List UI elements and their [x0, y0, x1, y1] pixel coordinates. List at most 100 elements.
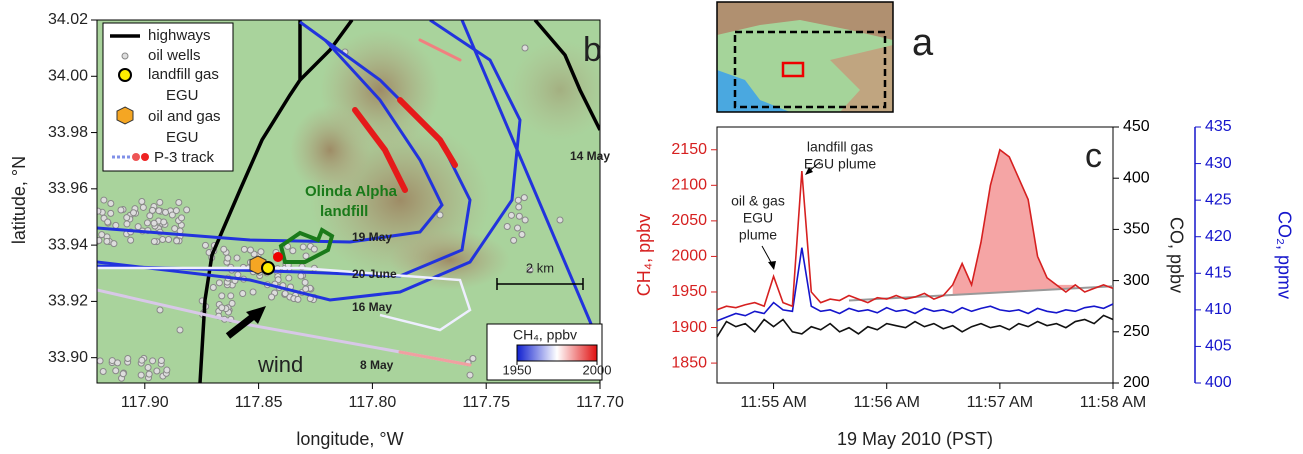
oil-well	[229, 300, 235, 306]
scale-label: 2 km	[526, 260, 554, 275]
legend-label: EGU	[166, 129, 199, 146]
legend-label: landfill gas	[148, 66, 219, 83]
oil-well	[504, 223, 510, 229]
track-label: 16 May	[352, 300, 392, 314]
oil-well	[151, 238, 157, 244]
y-tick-label: 33.90	[48, 349, 88, 366]
oil-well	[113, 368, 119, 374]
colorbar-title: CH₄, ppbv	[513, 327, 577, 343]
oil-well	[221, 246, 227, 252]
site-label: Olinda Alpha	[305, 183, 398, 200]
oil-well	[156, 208, 162, 214]
oil-well	[108, 210, 114, 216]
site-label: landfill	[320, 203, 368, 220]
oil-well	[115, 360, 121, 366]
oil-well	[97, 358, 103, 364]
legend-symbol	[132, 153, 140, 161]
oil-well	[300, 244, 306, 250]
legend-label: P-3 track	[154, 149, 215, 166]
oil-well	[516, 213, 522, 219]
oil-well	[101, 197, 107, 203]
landfill-gas-egu	[262, 262, 274, 274]
legend-symbol	[122, 53, 128, 59]
x-tick-label: 11:57 AM	[967, 394, 1033, 411]
oil-well	[95, 208, 101, 214]
oil-well	[511, 237, 517, 243]
oil-well	[302, 279, 308, 285]
oil-well	[303, 253, 309, 259]
oil-well	[286, 275, 292, 281]
oil-well	[164, 367, 170, 373]
oil-well	[108, 201, 114, 207]
inset-map: a	[717, 2, 934, 112]
track-label: 20 June	[352, 267, 397, 281]
oil-well	[158, 358, 164, 364]
legend-symbol	[119, 69, 131, 81]
oil-well	[516, 204, 522, 210]
oil-well	[177, 327, 183, 333]
legend-label: highways	[148, 27, 211, 44]
oil-well	[519, 232, 525, 238]
y2-tick-label: 200	[1123, 374, 1150, 391]
oil-well	[174, 238, 180, 244]
panel-label: c	[1085, 137, 1102, 175]
y3-tick-label: 425	[1205, 191, 1232, 208]
page: body { margin: 0; font-family: "Liberati…	[0, 0, 1303, 454]
oil-well	[160, 237, 166, 243]
oil-well	[515, 225, 521, 231]
annotation: oil & gas	[731, 193, 785, 209]
oil-well	[150, 358, 156, 364]
oil-well	[298, 273, 304, 279]
oil-well	[124, 221, 130, 227]
oil-well	[172, 226, 178, 232]
y-tick-label: 2000	[671, 248, 707, 265]
x-tick-label: 11:56 AM	[854, 394, 920, 411]
oil-well	[111, 241, 117, 247]
oil-well	[176, 199, 182, 205]
x-tick-label: 117.70	[576, 394, 624, 411]
colorbar-tick-label: 1950	[503, 362, 532, 377]
oil-well	[113, 222, 119, 228]
oil-well	[311, 246, 317, 252]
oil-well	[470, 356, 476, 362]
oil-well	[437, 212, 443, 218]
oil-well	[225, 255, 231, 261]
oil-well	[179, 215, 185, 221]
panel-label: b	[583, 31, 602, 69]
x-tick-label: 117.90	[121, 394, 169, 411]
legend-label: EGU	[166, 87, 199, 104]
oil-well	[157, 199, 163, 205]
oil-well	[125, 355, 131, 361]
y3-tick-label: 420	[1205, 228, 1232, 245]
oil-well	[139, 357, 145, 363]
oil-well	[250, 289, 256, 295]
oil-well	[173, 208, 179, 214]
y-axis-title: CH₄, ppbv	[634, 214, 654, 296]
oil-well	[146, 371, 152, 377]
y-tick-label: 33.94	[48, 236, 88, 253]
oil-well	[295, 296, 301, 302]
legend-label: oil and gas	[148, 108, 221, 125]
annotation: landfill gas	[807, 139, 873, 155]
legend-symbol	[141, 153, 149, 161]
oil-well	[522, 217, 528, 223]
oil-well	[240, 291, 246, 297]
track-label: 14 May	[570, 149, 610, 163]
y3-tick-label: 415	[1205, 265, 1232, 282]
oil-well	[234, 255, 240, 261]
oil-well	[144, 220, 150, 226]
oil-well	[140, 204, 146, 210]
x-tick-label: 117.80	[349, 394, 397, 411]
oil-well	[269, 294, 275, 300]
x-axis-title: longitude, °W	[296, 429, 403, 449]
x-tick-label: 117.85	[235, 394, 283, 411]
x-tick-label: 117.75	[462, 394, 510, 411]
x-tick-label: 11:58 AM	[1080, 394, 1146, 411]
wind-label: wind	[257, 352, 303, 377]
y-axis-title: latitude, °N	[9, 156, 29, 244]
y-tick-label: 33.98	[48, 124, 88, 141]
y-tick-label: 33.92	[48, 293, 88, 310]
oil-well	[216, 280, 222, 286]
oil-well	[241, 246, 247, 252]
oil-well	[151, 220, 157, 226]
